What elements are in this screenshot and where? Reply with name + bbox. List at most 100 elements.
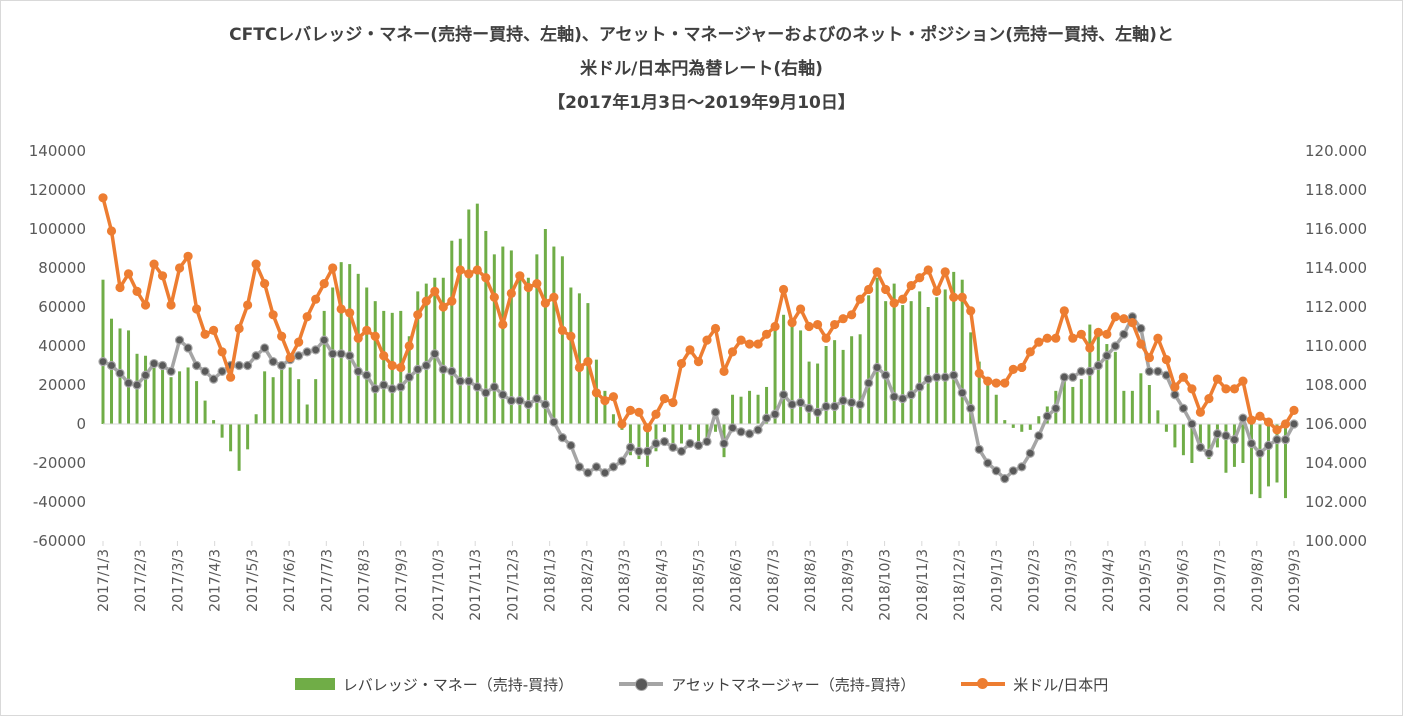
leveraged-money-bar [765,386,769,424]
usdjpy-point [949,292,959,302]
leveraged-money-bar [1130,390,1134,424]
usdjpy-point [727,347,738,357]
usdjpy-point [1255,411,1265,421]
usdjpy-point [1187,384,1197,394]
usdjpy-point [1153,333,1163,343]
asset-manager-point [761,413,772,423]
asset-manager-point [1017,462,1027,472]
asset-manager-point [906,390,916,400]
usdjpy-point [234,323,244,334]
usdjpy-point [1034,337,1044,347]
x-axis-tick-label: 2018/1/3 [543,549,559,612]
usdjpy-point [447,296,457,306]
leveraged-money-bar [714,424,718,432]
usdjpy-point [1238,376,1248,386]
usdjpy-point [676,358,687,369]
usdjpy-point [1221,384,1231,394]
usdjpy-point [455,265,465,275]
asset-manager-point [123,378,134,388]
usdjpy-point [260,279,270,289]
usdjpy-point [157,271,168,281]
leveraged-money-bar [1198,424,1202,452]
leveraged-money-bar [901,305,905,424]
usdjpy-point [693,357,704,367]
usdjpy-point [302,312,312,322]
asset-manager-point [702,436,712,447]
leveraged-money-bar [322,310,326,424]
usdjpy-point [268,310,278,320]
asset-manager-point [472,382,482,392]
x-axis-tick-label: 2019/6/3 [1175,549,1191,612]
leveraged-money-bar [195,381,199,424]
leveraged-money-bar [501,246,505,424]
right-axis-tick-label: 106.000 [1305,415,1367,433]
asset-manager-point [693,440,704,451]
leveraged-money-bar [994,394,998,424]
right-axis-tick-label: 118.000 [1305,181,1367,199]
x-axis-tick-label: 2019/1/3 [989,549,1005,612]
x-axis-tick-label: 2018/9/3 [840,549,856,612]
usdjpy-point [1025,347,1035,357]
usdjpy-point [1042,333,1052,343]
asset-manager-point [1272,435,1282,445]
usdjpy-point [336,304,346,314]
usdjpy-point [106,226,117,236]
asset-manager-point [370,384,380,394]
usdjpy-point [744,339,755,349]
leveraged-money-bar [969,332,973,424]
usdjpy-point [600,396,610,406]
asset-manager-point [1085,366,1095,376]
asset-manager-point [1119,329,1129,339]
usdjpy-point [787,318,797,328]
chart-title: CFTCレバレッジ・マネー(売持ー買持、左軸)、アセット・マネージャーおよびのネ… [0,18,1403,120]
left-axis-tick-label: 100000 [29,220,86,238]
usdjpy-point [881,284,891,295]
usdjpy-point [294,337,304,347]
legend: レバレッジ・マネー（売持-買持） アセットマネージャー（売持-買持） 米ドル/日… [0,672,1403,696]
usdjpy-point [1212,374,1223,384]
leveraged-money-bar [1113,351,1117,424]
usdjpy-point [974,368,984,378]
usdjpy-point [404,341,414,351]
usdjpy-point [481,273,491,283]
asset-manager-point [1102,351,1112,361]
asset-manager-point [778,390,789,400]
leveraged-money-bar [1181,424,1185,456]
asset-manager-point [149,358,159,369]
leveraged-money-bar [841,349,845,424]
x-axis-tick-label: 2018/6/3 [729,549,745,612]
leveraged-money-bar [203,400,207,424]
asset-manager-point [983,458,993,468]
leveraged-money-bar [671,424,675,452]
asset-manager-point [1212,429,1223,439]
asset-manager-point [1093,360,1103,371]
asset-manager-point [166,366,176,376]
asset-manager-point [1025,448,1035,458]
asset-manager-point [617,456,627,466]
leveraged-money-bar [662,424,666,432]
usdjpy-point [617,419,627,429]
usdjpy-point [838,314,848,324]
leveraged-money-bar [1283,424,1287,499]
leveraged-money-bar [603,390,607,424]
asset-manager-point [591,462,602,472]
right-axis-tick-label: 100.000 [1305,532,1367,550]
asset-manager-point [106,360,117,371]
leveraged-money-bar [1241,424,1245,463]
asset-manager-point [1255,448,1265,458]
leveraged-money-bar [977,361,981,424]
asset-manager-point [115,368,125,378]
leveraged-money-bar [246,424,250,450]
asset-manager-point [353,366,363,376]
asset-manager-point [991,466,1001,476]
asset-manager-point [847,397,857,408]
usdjpy-point [1136,339,1146,349]
leveraged-money-bar [799,330,803,424]
usdjpy-point [328,263,338,273]
usdjpy-point [523,282,533,293]
asset-manager-point [234,360,244,371]
left-axis-tick-label: -20000 [33,454,86,472]
asset-manager-point [294,351,304,361]
x-axis-tick-label: 2019/8/3 [1250,549,1266,612]
asset-manager-point [362,370,372,380]
